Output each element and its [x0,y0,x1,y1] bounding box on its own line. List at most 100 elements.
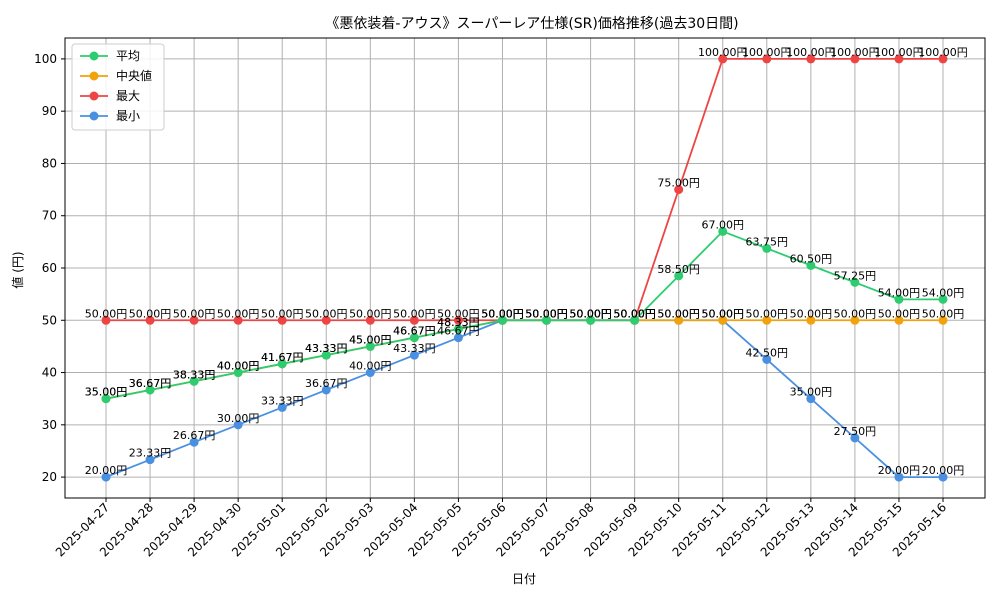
data-label: 36.67円 [129,377,172,390]
data-label: 38.33円 [173,368,216,381]
data-point [938,294,948,304]
x-axis: 2025-04-272025-04-282025-04-292025-04-30… [53,498,949,559]
data-label: 35.00円 [85,386,128,399]
data-label: 50.00円 [657,307,700,320]
data-label: 50.00円 [657,307,700,320]
data-label: 23.33円 [129,447,172,460]
series-2 [101,54,948,325]
data-label: 43.33円 [305,342,348,355]
data-label: 48.33円 [437,316,480,329]
data-label: 100.00円 [830,46,880,59]
y-tick-label: 100 [34,52,57,66]
chart-title: 《悪依装着-アウス》スーパーレア仕様(SR)価格推移(過去30日間) [325,16,738,32]
data-point [365,368,375,378]
data-point [806,394,816,404]
data-label: 50.00円 [305,307,348,320]
data-point [718,54,728,64]
data-label: 50.00円 [85,307,128,320]
legend-label: 最大 [116,89,140,103]
y-tick-label: 50 [42,313,57,327]
data-label: 50.00円 [481,307,524,320]
legend-marker [89,91,99,101]
data-label: 50.00円 [525,307,568,320]
data-labels-0: 35.00円36.67円38.33円40.00円41.67円43.33円45.0… [85,218,965,398]
data-point [806,315,816,325]
data-label: 50.00円 [701,307,744,320]
data-point [762,315,772,325]
data-label: 20.00円 [85,464,128,477]
data-point [101,472,111,482]
data-label: 43.33円 [305,342,348,355]
data-label: 45.00円 [349,333,392,346]
data-label: 38.33円 [173,368,216,381]
data-point [453,324,463,334]
data-label: 100.00円 [698,46,748,59]
x-axis-label: 日付 [512,572,536,586]
data-point [630,315,640,325]
data-point [894,294,904,304]
data-label: 50.00円 [569,307,612,320]
data-label: 57.25円 [834,269,877,282]
data-point [850,277,860,287]
data-label: 50.00円 [569,307,612,320]
data-label: 42.50円 [746,346,789,359]
y-tick-label: 60 [42,261,57,275]
legend-label: 中央値 [116,68,152,83]
data-label: 36.67円 [305,377,348,390]
data-label: 50.00円 [613,307,656,320]
data-label: 26.67円 [173,429,216,442]
series-0 [101,226,948,404]
data-label: 35.00円 [790,386,833,399]
data-label: 63.75円 [746,235,789,248]
data-point [894,54,904,64]
data-label: 50.00円 [834,307,877,320]
data-label: 50.00円 [613,307,656,320]
data-point [321,385,331,395]
data-label: 20.00円 [922,464,965,477]
data-point [938,54,948,64]
data-point [101,394,111,404]
data-labels-2: 50.00円 50.00円 50.00円 50.00円 50.00円 50.00円 50.0… [85,46,968,320]
data-point [938,472,948,482]
y-axis-label: 値 (円) [10,251,25,288]
data-label: 30.00円 [217,412,260,425]
data-point [189,315,199,325]
data-point [586,315,596,325]
data-labels-3: 20.00円23.33円26.67円30.00円33.33円36.67円40.0… [85,307,965,477]
data-label: 54.00円 [878,286,921,299]
data-point [189,376,199,386]
data-point [497,315,507,325]
data-label: 100.00円 [874,46,924,59]
data-label: 50.00円 [525,307,568,320]
legend-box [71,43,165,131]
data-label: 50.00円 [569,307,612,320]
data-point [806,260,816,270]
y-tick-label: 70 [42,209,57,223]
data-label: 41.67円 [261,351,304,364]
data-point [277,402,287,412]
y-tick-label: 80 [42,156,57,170]
data-point [365,341,375,351]
data-point [321,315,331,325]
legend-label: 平均 [116,49,140,63]
data-point [718,226,728,236]
data-label: 46.67円 [393,325,436,338]
data-point [762,54,772,64]
data-point [145,455,155,465]
legend-marker [89,111,99,121]
data-label: 40.00円 [349,360,392,373]
data-point [762,243,772,253]
data-label: 50.00円 [349,307,392,320]
data-label: 40.00円 [217,360,260,373]
data-point [674,271,684,281]
data-point [453,315,463,325]
data-point [277,315,287,325]
data-label: 20.00円 [878,464,921,477]
data-point [850,315,860,325]
data-label: 50.00円 [217,307,260,320]
data-point [321,350,331,360]
data-point [145,315,155,325]
data-label: 75.00円 [657,177,700,190]
